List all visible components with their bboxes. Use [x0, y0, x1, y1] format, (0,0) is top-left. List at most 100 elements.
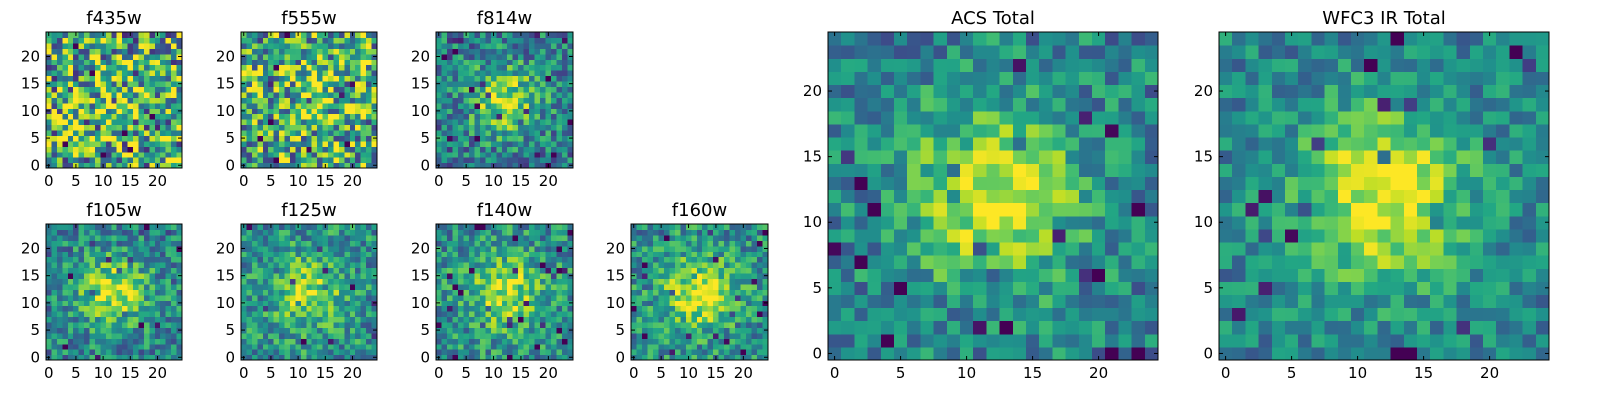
heatmap-cell: [311, 272, 318, 279]
heatmap-cell: [105, 256, 112, 263]
heatmap-cell: [441, 283, 448, 290]
heatmap-cell: [468, 146, 475, 153]
heatmap-cell: [78, 321, 85, 328]
heatmap-cell: [518, 234, 525, 241]
heatmap-cell: [691, 245, 698, 252]
heatmap-cell: [289, 321, 296, 328]
heatmap-cell: [295, 86, 302, 93]
heatmap-cell: [501, 135, 508, 142]
heatmap-cell: [273, 305, 280, 312]
heatmap-cell: [160, 245, 167, 252]
heatmap-cell: [534, 343, 541, 350]
x-tick-label: 0: [434, 172, 444, 190]
heatmap-cell: [512, 283, 519, 290]
heatmap-cell: [512, 124, 519, 131]
heatmap-cell: [452, 157, 459, 164]
heatmap-cell: [663, 305, 670, 312]
heatmap-cell: [171, 59, 178, 66]
heatmap-cell: [702, 349, 709, 356]
heatmap-cell: [67, 32, 74, 39]
heatmap-cell: [306, 316, 313, 323]
heatmap-cell: [507, 91, 514, 98]
heatmap-cell: [300, 311, 307, 318]
heatmap-cell: [160, 305, 167, 312]
heatmap-cell: [143, 272, 150, 279]
heatmap-cell: [349, 311, 356, 318]
heatmap-cell: [436, 289, 443, 296]
heatmap-cell: [457, 343, 464, 350]
heatmap-cell: [446, 349, 454, 356]
y-tick-label: 5: [225, 129, 235, 147]
heatmap-cell: [111, 146, 118, 153]
heatmap-cell: [735, 294, 742, 301]
heatmap-cell: [457, 124, 464, 131]
heatmap-cell: [512, 332, 519, 339]
heatmap-cell: [149, 97, 156, 104]
heatmap-cell: [268, 157, 275, 164]
heatmap-cell: [501, 289, 508, 296]
heatmap-cell: [251, 332, 258, 339]
heatmap-cell: [133, 146, 140, 153]
heatmap-cell: [67, 80, 74, 87]
heatmap-cell: [284, 53, 291, 60]
heatmap-cell: [436, 349, 443, 356]
heatmap-cell: [143, 338, 150, 345]
heatmap-cell: [746, 283, 753, 290]
heatmap-cell: [273, 234, 280, 241]
heatmap-cell: [631, 267, 638, 274]
heatmap-cell: [729, 343, 736, 350]
heatmap-cell: [306, 332, 313, 339]
heatmap-cell: [854, 163, 869, 177]
heatmap-cell: [89, 278, 96, 285]
heatmap-cell: [295, 294, 302, 301]
heatmap-cell: [562, 37, 569, 44]
heatmap-cell: [479, 42, 486, 49]
heatmap-cell: [273, 162, 280, 169]
heatmap-cell: [479, 75, 486, 82]
heatmap-cell: [306, 245, 313, 252]
heatmap-cell: [251, 32, 258, 39]
heatmap-cell: [360, 162, 367, 169]
heatmap-cell: [284, 300, 291, 307]
heatmap-cell: [322, 256, 329, 263]
heatmap-cell: [1065, 281, 1080, 295]
heatmap-cell: [51, 129, 58, 136]
heatmap-cell: [556, 343, 563, 350]
heatmap-cell: [468, 349, 475, 356]
heatmap-cell: [1105, 189, 1119, 204]
heatmap-cell: [322, 267, 329, 274]
heatmap-cell: [567, 338, 574, 345]
heatmap-cell: [663, 311, 670, 318]
heatmap-cell: [457, 37, 464, 44]
heatmap-cell: [78, 97, 85, 104]
heatmap-cell: [696, 343, 703, 350]
heatmap-cell: [562, 59, 569, 66]
heatmap-cell: [647, 256, 654, 263]
heatmap-cell: [680, 321, 687, 328]
heatmap-cell: [306, 240, 313, 247]
heatmap-cell: [116, 48, 123, 55]
heatmap-cell: [67, 349, 74, 356]
heatmap-cell: [523, 272, 530, 279]
heatmap-cell: [143, 240, 150, 247]
heatmap-cell: [371, 97, 378, 104]
heatmap-cell: [105, 332, 112, 339]
heatmap-cell: [567, 289, 574, 296]
heatmap-cell: [127, 59, 134, 66]
heatmap-cell: [751, 283, 758, 290]
heatmap-cell: [284, 283, 291, 290]
heatmap-cell: [56, 229, 63, 236]
heatmap-cell: [344, 343, 351, 350]
heatmap-cell: [567, 316, 574, 323]
heatmap-cell: [529, 113, 536, 120]
heatmap-cell: [268, 332, 275, 339]
heatmap-cell: [894, 189, 908, 204]
heatmap-cell: [122, 119, 129, 126]
heatmap-cell: [366, 327, 373, 334]
heatmap-cell: [457, 146, 464, 153]
heatmap-cell: [160, 278, 167, 285]
heatmap-cell: [116, 294, 123, 301]
heatmap-cell: [176, 119, 183, 126]
heatmap-cell: [452, 283, 459, 290]
heatmap-cell: [67, 140, 74, 147]
